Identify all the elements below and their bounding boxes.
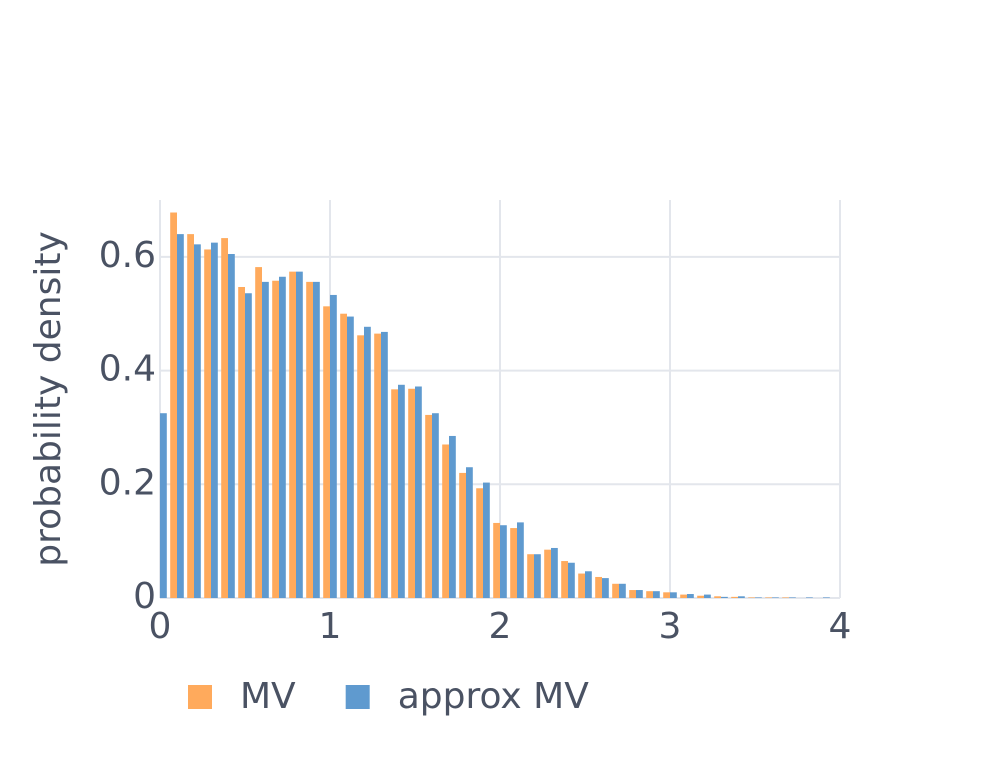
bar [340, 313, 347, 598]
bar [432, 413, 439, 598]
bar [204, 249, 211, 598]
bar [568, 562, 575, 598]
bar [510, 528, 517, 598]
bar [347, 316, 354, 598]
bar [449, 435, 456, 598]
bar [296, 271, 303, 598]
bar [782, 597, 789, 598]
bar [187, 234, 194, 598]
bar [517, 522, 524, 598]
legend-label: approx MV [398, 676, 590, 717]
bar [755, 597, 762, 598]
bar [629, 590, 636, 598]
bar [170, 212, 177, 598]
bar [646, 591, 653, 598]
legend-swatch [345, 685, 370, 709]
bar [670, 592, 677, 598]
bar [459, 472, 466, 598]
bar [806, 597, 813, 598]
bar [823, 597, 830, 598]
bar [544, 549, 551, 598]
bar [211, 242, 218, 598]
bar [466, 467, 473, 598]
bar [500, 525, 507, 598]
bar [323, 306, 330, 598]
bar [381, 331, 388, 598]
bar [408, 388, 415, 598]
bar [289, 271, 296, 598]
legend-label: MV [240, 676, 296, 717]
y-tick-label: 0.4 [99, 349, 156, 390]
bar [330, 294, 337, 598]
bar [483, 482, 490, 598]
bar [765, 597, 772, 598]
bar [255, 267, 262, 598]
bar [194, 244, 201, 598]
x-tick-label: 1 [319, 606, 342, 647]
bar [585, 571, 592, 598]
bar [415, 386, 422, 598]
bar [663, 592, 670, 598]
bar [374, 333, 381, 598]
labels: 0 0.2 0.4 0.6 0 1 2 3 4 MV approx MV [99, 235, 852, 717]
bar [602, 578, 609, 598]
bar [738, 596, 745, 598]
x-tick-label: 4 [829, 606, 852, 647]
x-tick-label: 3 [659, 606, 682, 647]
bar [731, 596, 738, 598]
bar [238, 286, 245, 598]
y-tick-label: 0.2 [99, 462, 156, 503]
bar [228, 254, 235, 598]
bar [748, 597, 755, 598]
bar [551, 547, 558, 598]
bar [680, 594, 687, 598]
bar [772, 597, 779, 598]
bar [160, 413, 167, 598]
bar [425, 414, 432, 598]
bar [279, 276, 286, 598]
bar [313, 281, 320, 598]
bar [357, 335, 364, 598]
bar [636, 590, 643, 598]
bar [527, 554, 534, 598]
bar [221, 238, 228, 598]
bar [619, 583, 626, 598]
bar [612, 583, 619, 598]
bar [704, 594, 711, 598]
x-tick-label: 2 [489, 606, 512, 647]
bar [306, 281, 313, 598]
bar [687, 594, 694, 598]
y-tick-label: 0 [133, 576, 156, 617]
bar [493, 522, 500, 598]
bar [391, 389, 398, 598]
bars [160, 212, 830, 598]
bar [476, 488, 483, 598]
bar [653, 591, 660, 598]
bar [578, 573, 585, 598]
bar [442, 444, 449, 598]
bar [561, 561, 568, 598]
y-axis-label: probability density [28, 231, 69, 567]
bar [398, 384, 405, 598]
bar [714, 596, 721, 598]
bar [534, 554, 541, 598]
legend-swatch [188, 685, 212, 709]
bar [721, 596, 728, 598]
bar [262, 281, 269, 598]
bar [364, 326, 371, 598]
bar [697, 595, 704, 598]
bar [272, 280, 279, 598]
x-tick-label: 0 [149, 606, 172, 647]
bar [177, 234, 184, 598]
bar [245, 293, 252, 598]
bar [595, 576, 602, 598]
y-tick-label: 0.6 [99, 235, 156, 276]
bar [789, 597, 796, 598]
